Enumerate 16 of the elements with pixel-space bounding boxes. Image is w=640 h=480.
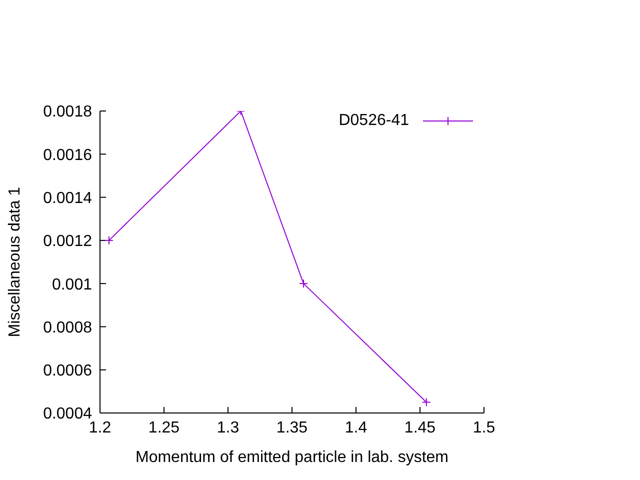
- y-tick-label: 0.0008: [43, 319, 92, 336]
- y-tick-label: 0.0016: [43, 146, 92, 164]
- x-tick-label: 1.4: [344, 419, 368, 436]
- y-tick-label: 0.0018: [43, 104, 92, 121]
- x-tick-label: 1.5: [472, 419, 496, 436]
- y-tick-label: 0.0006: [43, 362, 92, 380]
- legend-label: D0526-41: [338, 112, 409, 130]
- x-tick-label: 1.25: [148, 419, 180, 436]
- y-tick-label: 0.001: [52, 276, 92, 294]
- x-tick-label: 1.35: [276, 419, 308, 436]
- x-tick-label: 1.45: [404, 419, 436, 436]
- x-tick-label: 1.3: [216, 419, 240, 436]
- y-tick-label: 0.0012: [43, 233, 92, 250]
- y-tick-label: 0.0014: [43, 190, 92, 207]
- y-axis-title: Miscellaneous data 1: [6, 186, 24, 338]
- x-axis-title: Momentum of emitted particle in lab. system: [135, 449, 449, 466]
